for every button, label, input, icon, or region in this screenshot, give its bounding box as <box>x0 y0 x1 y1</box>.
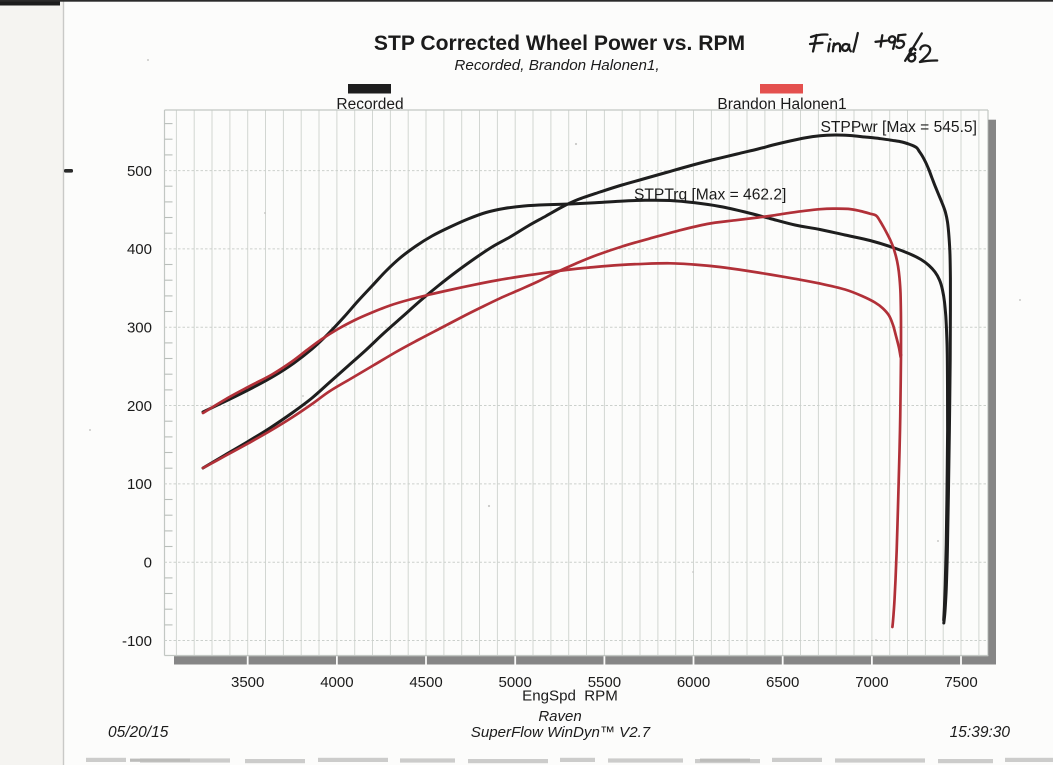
svg-text:400: 400 <box>127 241 152 258</box>
svg-text:Recorded: Recorded <box>336 96 403 113</box>
svg-text:200: 200 <box>127 398 152 415</box>
svg-text:Recorded, Brandon Halonen1,: Recorded, Brandon Halonen1, <box>454 57 659 74</box>
svg-text:SuperFlow WinDyn™ V2.7: SuperFlow WinDyn™ V2.7 <box>471 724 651 741</box>
svg-text:-100: -100 <box>122 633 152 650</box>
svg-text:6500: 6500 <box>766 674 799 691</box>
svg-text:4000: 4000 <box>320 674 353 691</box>
svg-text:3500: 3500 <box>231 674 264 691</box>
svg-text:6000: 6000 <box>677 674 710 691</box>
svg-text:Brandon Halonen1: Brandon Halonen1 <box>717 96 846 113</box>
svg-text:STPTrq [Max = 462.2]: STPTrq [Max = 462.2] <box>634 187 786 204</box>
svg-text:15:39:30: 15:39:30 <box>950 724 1011 741</box>
svg-text:Raven: Raven <box>538 708 581 725</box>
svg-text:STPPwr [Max = 545.5]: STPPwr [Max = 545.5] <box>821 119 977 136</box>
svg-text:STP Corrected Wheel Power vs.: STP Corrected Wheel Power vs. RPM <box>374 32 745 55</box>
svg-text:7500: 7500 <box>944 674 977 691</box>
svg-text:05/20/15: 05/20/15 <box>108 724 169 741</box>
svg-text:0: 0 <box>144 555 152 572</box>
svg-text:5000: 5000 <box>499 674 532 691</box>
svg-text:7000: 7000 <box>855 674 888 691</box>
svg-text:5500: 5500 <box>588 674 621 691</box>
svg-text:500: 500 <box>127 163 152 180</box>
svg-text:300: 300 <box>127 320 152 337</box>
svg-text:EngSpd RPM: EngSpd RPM <box>522 688 618 705</box>
svg-text:100: 100 <box>127 476 152 493</box>
svg-text:4500: 4500 <box>409 674 442 691</box>
